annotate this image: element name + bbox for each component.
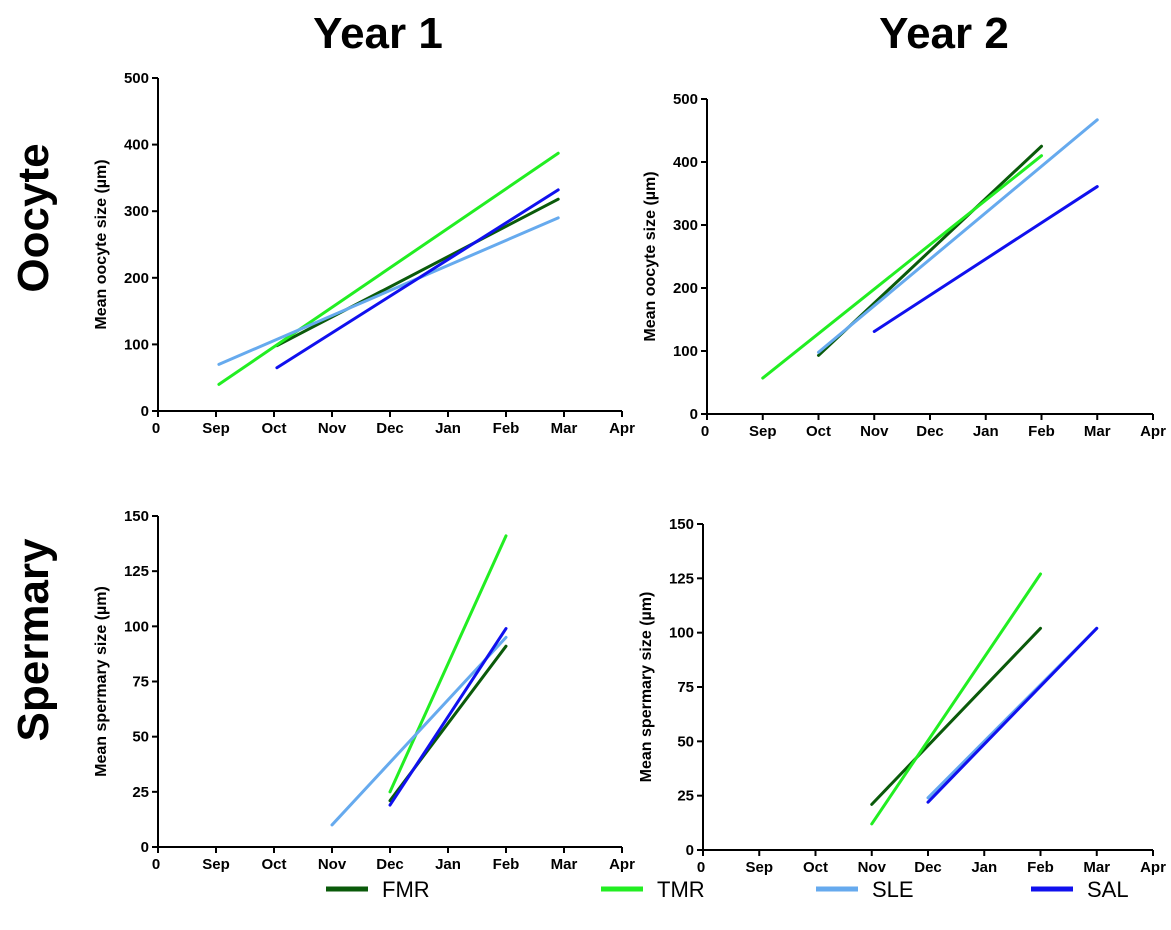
- y-tick-label: 0: [141, 839, 149, 856]
- y-tick-label: 400: [124, 137, 149, 154]
- x-tick-label: Mar: [551, 856, 578, 873]
- series-line-sal: [926, 626, 1099, 804]
- x-tick-label: Dec: [914, 859, 942, 876]
- legend-item-sle: SLE: [816, 877, 914, 902]
- y-tick-label: 300: [673, 217, 698, 234]
- x-tick-label: Oct: [803, 859, 828, 876]
- y-tick-label: 25: [677, 788, 694, 805]
- x-tick-label: Sep: [202, 856, 230, 873]
- series-line-tmr: [870, 572, 1042, 826]
- y-tick-label: 400: [673, 154, 698, 171]
- y-tick-label: 50: [132, 729, 149, 746]
- x-tick-label: Dec: [916, 423, 944, 440]
- column-title-year-1: Year 1: [313, 9, 443, 58]
- y-tick-label: 200: [124, 270, 149, 287]
- x-tick-label: Mar: [1083, 859, 1110, 876]
- x-tick-label: Jan: [973, 423, 999, 440]
- y-tick-label: 25: [132, 784, 149, 801]
- y-axis-title: Mean spermary size (µm): [638, 592, 655, 783]
- y-tick-label: 500: [673, 91, 698, 108]
- x-tick-label: 0: [701, 423, 709, 440]
- panel-4: 0 25 50 75 100 125 150 0 Sep Oct Nov Dec Jan Feb Mar Ap…: [638, 516, 1166, 876]
- series-line-tmr: [217, 151, 560, 386]
- x-tick-label: Oct: [806, 423, 831, 440]
- x-tick-label: Jan: [971, 859, 997, 876]
- row-title-oocyte: Oocyte: [9, 143, 58, 292]
- x-tick-label: Oct: [261, 856, 286, 873]
- x-tick-label: Sep: [749, 423, 777, 440]
- legend-label: SAL: [1087, 877, 1129, 902]
- x-tick-label: Apr: [609, 420, 635, 437]
- x-tick-label: Feb: [493, 420, 520, 437]
- y-tick-label: 0: [686, 842, 694, 859]
- column-title-year-2: Year 2: [879, 9, 1009, 58]
- series-line-tmr: [761, 154, 1043, 380]
- y-tick-label: 150: [669, 516, 694, 533]
- series-line-sle: [817, 118, 1099, 354]
- legend-label: FMR: [382, 877, 430, 902]
- y-tick-label: 500: [124, 70, 149, 87]
- y-tick-label: 125: [669, 570, 694, 587]
- legend-item-tmr: TMR: [601, 877, 705, 902]
- legend-item-sal: SAL: [1031, 877, 1129, 902]
- series-line-sal: [872, 185, 1099, 333]
- x-tick-label: Sep: [745, 859, 773, 876]
- x-tick-label: Jan: [435, 420, 461, 437]
- x-tick-label: Feb: [1028, 423, 1055, 440]
- y-tick-label: 75: [132, 674, 149, 691]
- series-line-tmr: [388, 534, 508, 794]
- y-tick-label: 100: [124, 336, 149, 353]
- x-tick-label: Jan: [435, 856, 461, 873]
- y-tick-label: 100: [124, 618, 149, 635]
- y-axis-title: Mean oocyte size (µm): [93, 159, 110, 329]
- series-line-sal: [388, 627, 508, 807]
- y-tick-label: 125: [124, 563, 149, 580]
- x-tick-label: Apr: [1140, 423, 1166, 440]
- x-tick-label: 0: [697, 859, 705, 876]
- panel-1: 0 100 200 300 400 500 0 Sep Oct Nov Dec Jan Feb Mar Ap…: [93, 70, 635, 437]
- y-tick-label: 200: [673, 280, 698, 297]
- y-tick-label: 0: [141, 403, 149, 420]
- x-tick-label: Oct: [261, 420, 286, 437]
- x-tick-label: 0: [152, 856, 160, 873]
- y-tick-label: 100: [673, 343, 698, 360]
- y-tick-label: 300: [124, 203, 149, 220]
- series-line-sal: [275, 188, 560, 370]
- panel-2: 0 100 200 300 400 500 0 Sep Oct Nov Dec Jan Feb Mar Ap…: [642, 91, 1166, 440]
- legend-item-fmr: FMR: [326, 877, 430, 902]
- legend: FMR TMR SLE SAL: [326, 877, 1129, 902]
- x-tick-label: Dec: [376, 420, 404, 437]
- x-tick-label: Nov: [318, 420, 347, 437]
- legend-label: SLE: [872, 877, 914, 902]
- y-tick-label: 50: [677, 733, 694, 750]
- x-tick-label: 0: [152, 420, 160, 437]
- panel-3: 0 25 50 75 100 125 150 0 Sep Oct Nov Dec Jan Feb Mar Ap…: [93, 508, 635, 873]
- series-line-fmr: [870, 626, 1042, 806]
- y-axis-title: Mean oocyte size (µm): [642, 171, 659, 341]
- legend-label: TMR: [657, 877, 705, 902]
- x-tick-label: Mar: [1084, 423, 1111, 440]
- x-tick-label: Apr: [609, 856, 635, 873]
- y-tick-label: 75: [677, 679, 694, 696]
- x-tick-label: Nov: [860, 423, 889, 440]
- x-tick-label: Dec: [376, 856, 404, 873]
- y-tick-label: 0: [690, 406, 698, 423]
- x-tick-label: Sep: [202, 420, 230, 437]
- x-tick-label: Feb: [1027, 859, 1054, 876]
- x-tick-label: Nov: [858, 859, 887, 876]
- x-tick-label: Nov: [318, 856, 347, 873]
- x-tick-label: Feb: [493, 856, 520, 873]
- y-tick-label: 150: [124, 508, 149, 525]
- row-title-spermary: Spermary: [9, 538, 58, 742]
- x-tick-label: Apr: [1140, 859, 1166, 876]
- series-line-sle: [330, 635, 508, 827]
- x-tick-label: Mar: [551, 420, 578, 437]
- y-axis-title: Mean spermary size (µm): [93, 586, 110, 777]
- y-tick-label: 100: [669, 625, 694, 642]
- series-line-fmr: [275, 197, 560, 348]
- series-line-sle: [217, 216, 560, 366]
